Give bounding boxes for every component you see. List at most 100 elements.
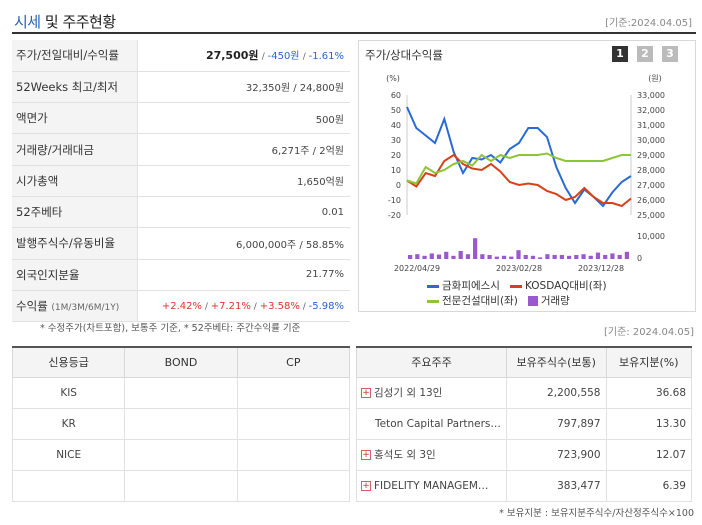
shareholder-table: 주요주주 보유주식수(보통) 보유지분(%) + 김성기 외 13인 2,200,… [356, 346, 692, 502]
x-tick-label: 2023/12/28 [578, 264, 624, 273]
legend-row-2: 전문건설대비(좌) 거래량 [427, 293, 570, 308]
row-label: 발행주식수/유동비율 [12, 227, 138, 260]
col-header: 보유지분(%) [605, 346, 692, 378]
title-main: 시세 [14, 13, 41, 31]
chart-page-1-button[interactable]: 1 [612, 46, 628, 62]
row-value: 6,000,000주 / 58.85% [236, 239, 344, 251]
credit-rating-table: 신용등급 BOND CP KIS KR NICE [11, 346, 351, 502]
row-label: 액면가 [12, 102, 138, 134]
table-row: NICE [11, 438, 351, 471]
table-row: + 김성기 외 13인 2,200,558 36.68 [356, 376, 692, 409]
return-6m: +3.58% [259, 300, 300, 312]
row-value: 0.01 [321, 206, 344, 218]
left-tick-label: 0 [396, 181, 401, 190]
row-value: 1,650억원 [296, 177, 344, 189]
left-tick-label: 50 [391, 106, 401, 115]
expand-icon[interactable]: + [361, 480, 371, 491]
price-summary-table: 주가/전일대비/수익률 27,500원 / -450원 / -1.61% 52W… [12, 40, 350, 322]
volume-bar [566, 255, 572, 259]
left-axis-unit: (%) [386, 74, 400, 83]
agency: KIS [11, 376, 126, 409]
holder-shares: 383,477 [505, 469, 607, 502]
right-tick-label: 27,000 [637, 181, 665, 190]
agency: NICE [11, 438, 126, 471]
holder-shares: 723,900 [505, 438, 607, 471]
right-tick-label: 26,000 [637, 196, 665, 205]
expand-icon[interactable]: + [361, 450, 371, 460]
volume-bar [617, 255, 622, 259]
table-row: Teton Capital Partners… 797,897 13.30 [356, 407, 692, 440]
left-tick-label: -10 [388, 196, 401, 205]
table-row [11, 469, 351, 502]
chart-page-2-button[interactable]: 2 [637, 46, 653, 62]
summary-row: 주가/전일대비/수익률 27,500원 / -450원 / -1.61% [12, 40, 350, 72]
volume-bar [487, 255, 492, 259]
agency: KR [11, 407, 126, 440]
table-row: KR [11, 407, 351, 440]
row-label: 거래량/거래대금 [12, 133, 138, 166]
right-tick-label: 30,000 [637, 136, 665, 145]
volume-bar [473, 238, 478, 259]
row-label: 수익률 [16, 299, 48, 314]
right-tick-label: 29,000 [637, 151, 665, 160]
volume-bar [422, 255, 427, 259]
volume-bar [545, 254, 550, 259]
row-value: 6,271주 / 2억원 [271, 146, 344, 158]
left-tick-label: 30 [391, 136, 401, 145]
volume-bar [415, 254, 420, 259]
volume-bar [480, 254, 485, 259]
volume-bar [574, 255, 579, 259]
chart-plot: (%) (원) 60 33,000 50 32,000 40 31,000 30 30,000 20… [386, 74, 665, 273]
volume-bar [624, 251, 629, 259]
volume-bar [595, 252, 601, 259]
volume-bar [465, 254, 471, 259]
volume-bar [408, 255, 413, 259]
volume-bar [501, 255, 507, 259]
holder-name: FIDELITY MANAGEM… [374, 479, 489, 492]
right-tick-label: 31,000 [637, 121, 665, 130]
volume-bar [494, 256, 499, 259]
header-date: [기준:2024.04.05] [605, 18, 692, 29]
expand-icon[interactable]: + [361, 388, 371, 398]
return-3m: +7.21% [210, 300, 251, 312]
right-tick-label: 32,000 [637, 106, 665, 115]
left-tick-label: -20 [388, 211, 401, 220]
price-value: 27,500원 [205, 49, 259, 63]
summary-row: 52Weeks 최고/최저 32,350원 / 24,800원 [12, 71, 350, 103]
row-value: 21.77% [305, 269, 344, 281]
row-label: 주가/전일대비/수익률 [12, 40, 138, 72]
volume-bar [559, 255, 564, 259]
volume-tick-label: 10,000 [637, 232, 665, 241]
legend-item: KOSDAQ대비(좌) [509, 280, 607, 292]
volume-bar [581, 254, 586, 259]
row-value: 32,350원 / 24,800원 [245, 83, 344, 95]
holder-name: Teton Capital Partners… [375, 417, 501, 430]
holder-pct: 12.07 [605, 438, 692, 471]
change-value: -450원 [267, 51, 300, 63]
col-header: 주요주주 [356, 346, 507, 378]
section-title: 시세 및 주주현황 [14, 11, 116, 32]
holder-pct: 6.39 [605, 469, 692, 502]
left-tick-label: 60 [391, 91, 401, 100]
table-row: + 홍석도 외 3인 723,900 12.07 [356, 438, 692, 471]
holder-shares: 2,200,558 [505, 376, 607, 409]
volume-bar [436, 254, 442, 259]
summary-row: 52주베타 0.01 [12, 196, 350, 228]
shareholder-date: [기준: 2024.04.05] [603, 327, 694, 338]
row-label-small: (1M/3M/6M/1Y) [51, 303, 120, 314]
title-rest: 및 주주현황 [40, 13, 116, 31]
left-tick-label: 40 [391, 121, 401, 130]
series-line [406, 106, 632, 208]
volume-bar [509, 256, 514, 259]
return-1y: -5.98% [308, 300, 344, 312]
table-row: KIS [11, 376, 351, 409]
row-label: 52주베타 [12, 196, 138, 228]
volume-bar [538, 257, 543, 259]
volume-bar [523, 255, 528, 259]
row-label: 시가총액 [12, 165, 138, 197]
holder-pct: 36.68 [605, 376, 692, 409]
volume-bar [516, 250, 521, 259]
volume-bar [429, 253, 434, 259]
chart-page-3-button[interactable]: 3 [662, 46, 678, 62]
volume-bar [458, 251, 463, 259]
